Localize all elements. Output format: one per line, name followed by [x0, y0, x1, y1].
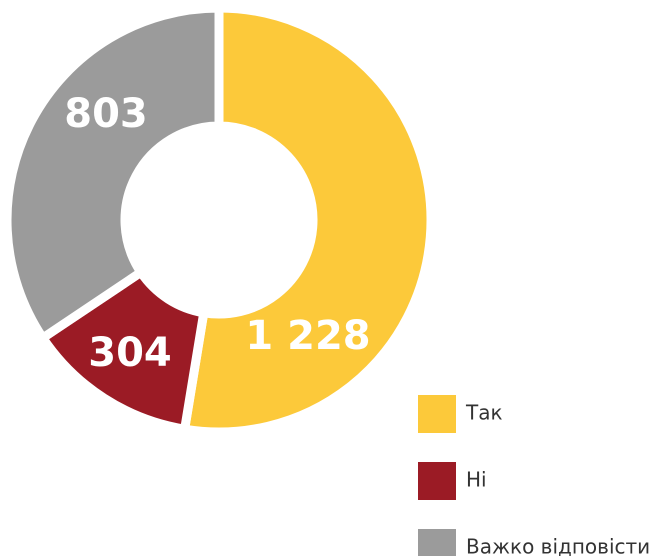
legend-swatch: [418, 395, 456, 433]
donut-segment: [179, 3, 436, 437]
data-label: 803: [64, 91, 148, 137]
legend-swatch: [418, 462, 456, 500]
legend-swatch: [418, 529, 456, 556]
donut-segment: [2, 3, 224, 345]
legend-label: Так: [465, 401, 503, 425]
data-label: 304: [88, 330, 172, 376]
legend-label: Важко відповісти: [466, 535, 650, 556]
legend-label: Ні: [466, 468, 487, 492]
data-label: 1 228: [245, 313, 370, 359]
